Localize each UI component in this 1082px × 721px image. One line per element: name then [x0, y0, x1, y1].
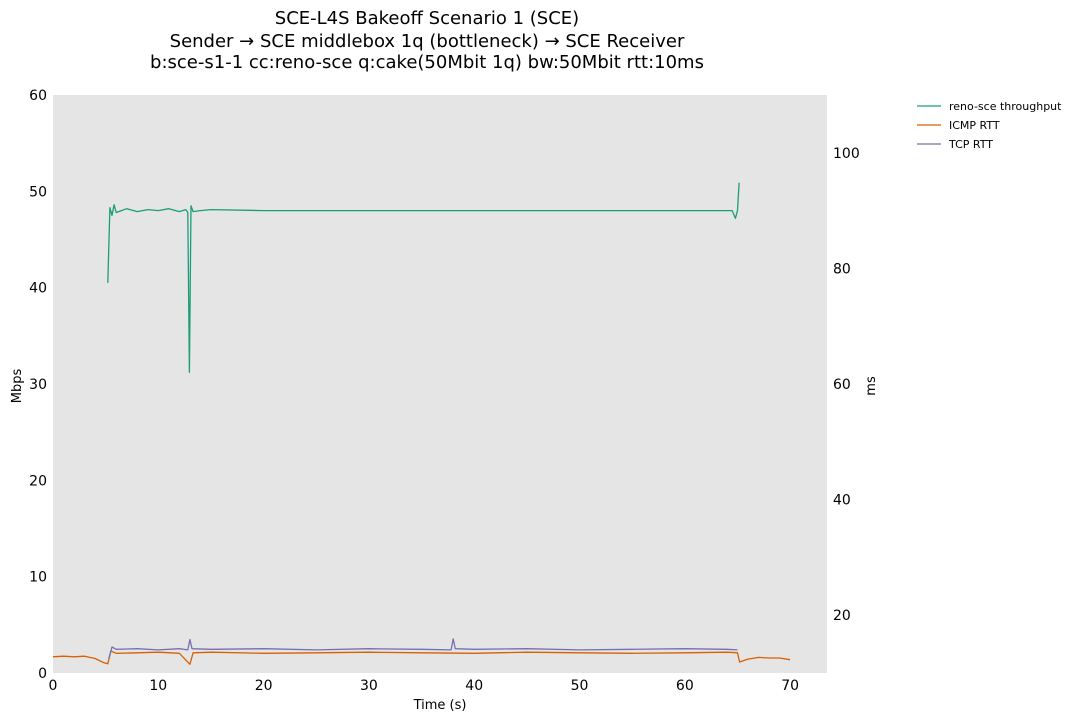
- x-tick-label: 40: [465, 678, 483, 694]
- x-axis-label: Time (s): [413, 698, 467, 713]
- y-tick-label: 40: [29, 281, 47, 297]
- x-tick-label: 50: [571, 678, 589, 694]
- y-tick-label: 20: [29, 473, 47, 489]
- plot-area: [53, 95, 827, 673]
- legend-label: ICMP RTT: [949, 119, 1000, 132]
- y2-axis-label: ms: [864, 376, 879, 396]
- legend: reno-sce throughput ICMP RTT TCP RTT: [917, 100, 1062, 151]
- x-tick-label: 10: [149, 678, 167, 694]
- chart-title-line-3: b:sce-s1-1 cc:reno-sce q:cake(50Mbit 1q)…: [150, 52, 704, 73]
- series-line-reno-sce-throughput: [107, 182, 740, 374]
- series-layer: [52, 182, 791, 665]
- y-tick-label: 50: [29, 184, 47, 200]
- y2-tick-label: 20: [833, 608, 851, 624]
- y2-tick-label: 100: [833, 146, 860, 162]
- y-tick-label: 60: [29, 88, 47, 104]
- x-tick-label: 30: [360, 678, 378, 694]
- y-tick-label: 10: [29, 570, 47, 586]
- legend-label: reno-sce throughput: [949, 100, 1062, 113]
- chart-title-line-2: Sender → SCE middlebox 1q (bottleneck) →…: [170, 31, 685, 52]
- legend-label: TCP RTT: [948, 138, 993, 151]
- x-tick-label: 0: [49, 678, 58, 694]
- y2-tick-label: 80: [833, 261, 851, 277]
- y-tick-label: 30: [29, 377, 47, 393]
- ticks-layer: 0 10 20 30 40 50 60 70 0 10 20 30 40 50 60 20 40 60 80 100: [29, 88, 860, 694]
- series-line-icmp-rtt: [52, 650, 791, 665]
- chart-title-line-1: SCE-L4S Bakeoff Scenario 1 (SCE): [275, 8, 579, 29]
- x-tick-label: 60: [676, 678, 694, 694]
- chart-title: SCE-L4S Bakeoff Scenario 1 (SCE) Sender …: [150, 8, 704, 73]
- x-tick-label: 70: [781, 678, 799, 694]
- y-tick-label: 0: [38, 666, 47, 682]
- y2-tick-label: 40: [833, 493, 851, 509]
- y2-tick-label: 60: [833, 377, 851, 393]
- x-tick-label: 20: [255, 678, 273, 694]
- series-line-tcp-rtt: [108, 638, 738, 659]
- y-axis-label: Mbps: [10, 369, 25, 404]
